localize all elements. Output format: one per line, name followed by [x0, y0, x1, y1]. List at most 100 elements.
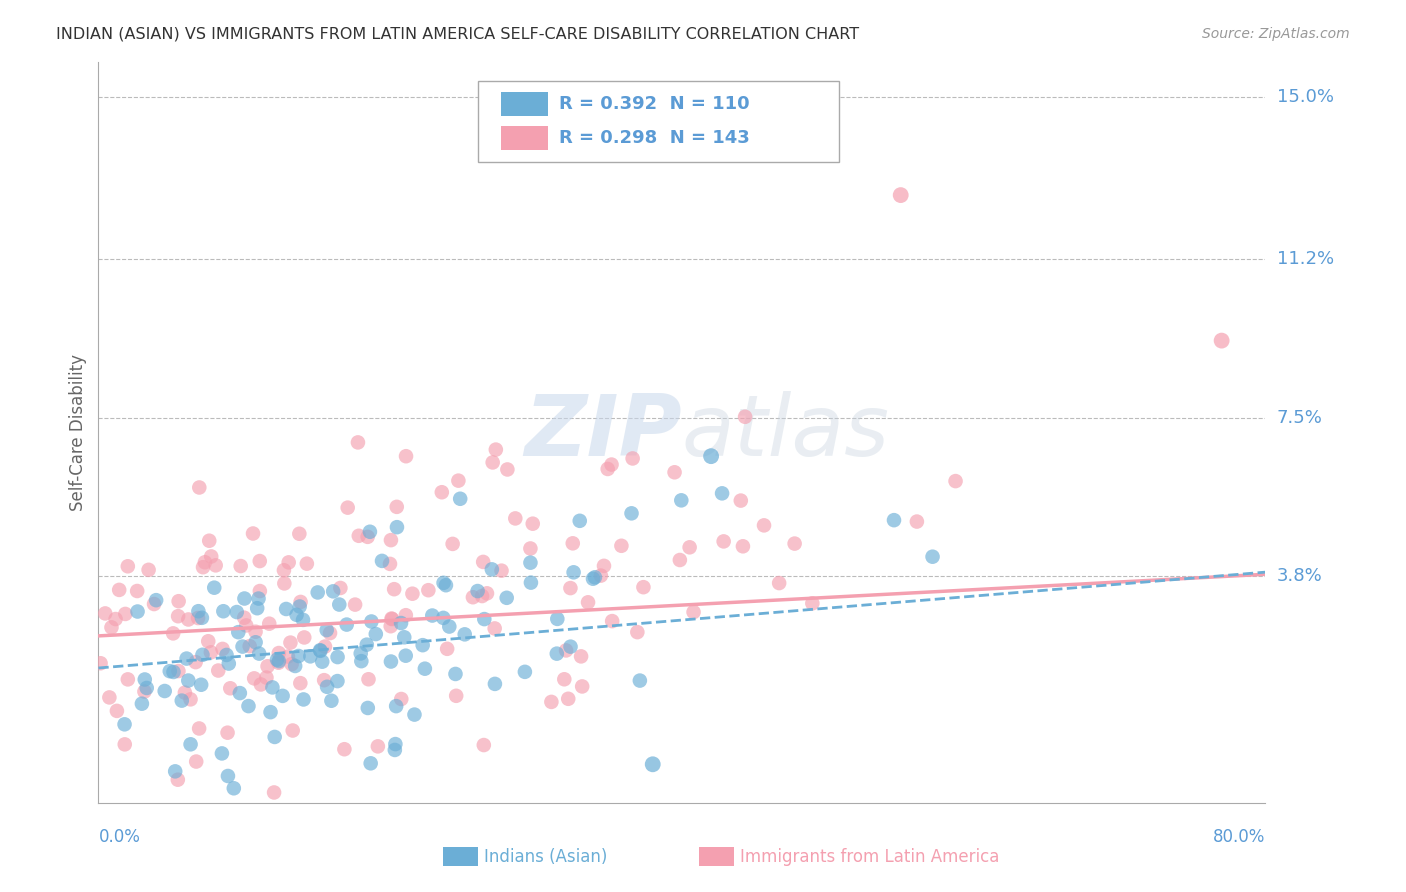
Point — [430, 485, 453, 500]
Point — [284, 659, 307, 673]
Point — [292, 692, 315, 706]
Point — [267, 646, 290, 660]
Point — [138, 563, 160, 577]
Point — [441, 537, 464, 551]
Point — [356, 530, 378, 544]
Text: ZIP: ZIP — [524, 391, 682, 475]
Point — [546, 647, 568, 661]
Point — [177, 612, 200, 626]
Point — [233, 591, 256, 606]
Point — [472, 738, 495, 752]
Point — [557, 691, 579, 706]
Point — [218, 657, 240, 671]
Text: 0.0%: 0.0% — [98, 828, 141, 846]
Text: 11.2%: 11.2% — [1277, 251, 1334, 268]
Point — [198, 533, 221, 548]
Point — [576, 595, 599, 609]
Point — [496, 462, 519, 476]
Point — [299, 649, 322, 664]
Point — [444, 689, 467, 703]
Point — [321, 694, 343, 708]
Point — [385, 699, 408, 714]
Text: Source: ZipAtlas.com: Source: ZipAtlas.com — [1202, 27, 1350, 41]
Point — [134, 673, 156, 687]
Point — [519, 556, 541, 570]
FancyBboxPatch shape — [478, 81, 839, 162]
Point — [271, 689, 294, 703]
Point — [108, 582, 131, 597]
Point — [256, 659, 278, 673]
Point — [117, 559, 139, 574]
Point — [600, 458, 623, 472]
Point — [439, 619, 461, 633]
Point — [360, 615, 382, 629]
Point — [292, 613, 315, 627]
Point — [336, 617, 359, 632]
Point — [202, 581, 225, 595]
Point — [553, 673, 575, 687]
Point — [316, 680, 339, 694]
Point — [326, 674, 349, 689]
Point — [232, 640, 254, 654]
Point — [329, 581, 352, 595]
Point — [277, 555, 299, 569]
Point — [413, 662, 436, 676]
Point — [243, 672, 266, 686]
Point — [562, 566, 585, 580]
Point — [371, 554, 394, 568]
Point — [395, 648, 418, 663]
Point — [905, 515, 928, 529]
Point — [333, 742, 356, 756]
Point — [447, 474, 470, 488]
Point — [700, 449, 723, 463]
Point — [98, 690, 121, 705]
Point — [188, 722, 211, 736]
Text: INDIAN (ASIAN) VS IMMIGRANTS FROM LATIN AMERICA SELF-CARE DISABILITY CORRELATION: INDIAN (ASIAN) VS IMMIGRANTS FROM LATIN … — [56, 27, 859, 42]
Point — [217, 725, 239, 739]
Point — [229, 686, 252, 700]
Point — [600, 614, 623, 628]
Point — [596, 462, 619, 476]
Point — [381, 612, 404, 626]
Point — [280, 657, 302, 672]
Point — [434, 578, 457, 592]
Point — [485, 442, 508, 457]
Point — [389, 615, 412, 630]
Point — [382, 582, 405, 597]
Point — [347, 529, 370, 543]
Point — [212, 604, 235, 618]
Point — [197, 634, 219, 648]
Point — [401, 587, 423, 601]
Point — [593, 558, 616, 573]
Point — [484, 622, 506, 636]
Point — [177, 673, 200, 688]
Y-axis label: Self-Care Disability: Self-Care Disability — [69, 354, 87, 511]
Text: Immigrants from Latin America: Immigrants from Latin America — [741, 848, 1000, 866]
Point — [200, 645, 222, 659]
Point — [560, 581, 582, 595]
Point — [127, 584, 149, 599]
Point — [413, 817, 436, 831]
Point — [104, 612, 127, 626]
Point — [418, 583, 440, 598]
Point — [173, 685, 195, 699]
Point — [495, 591, 517, 605]
Point — [211, 747, 233, 761]
Text: R = 0.392  N = 110: R = 0.392 N = 110 — [560, 95, 749, 113]
Point — [326, 650, 349, 665]
Point — [519, 541, 541, 556]
Point — [945, 474, 967, 488]
Point — [664, 465, 686, 479]
Point — [336, 500, 359, 515]
Point — [295, 557, 318, 571]
Point — [135, 681, 157, 695]
Point — [560, 640, 582, 654]
Point — [190, 678, 212, 692]
Point — [472, 612, 495, 626]
Point — [292, 817, 315, 831]
Point — [314, 673, 336, 688]
Point — [328, 598, 350, 612]
Point — [628, 673, 651, 688]
Point — [620, 506, 643, 520]
Point — [380, 533, 402, 548]
